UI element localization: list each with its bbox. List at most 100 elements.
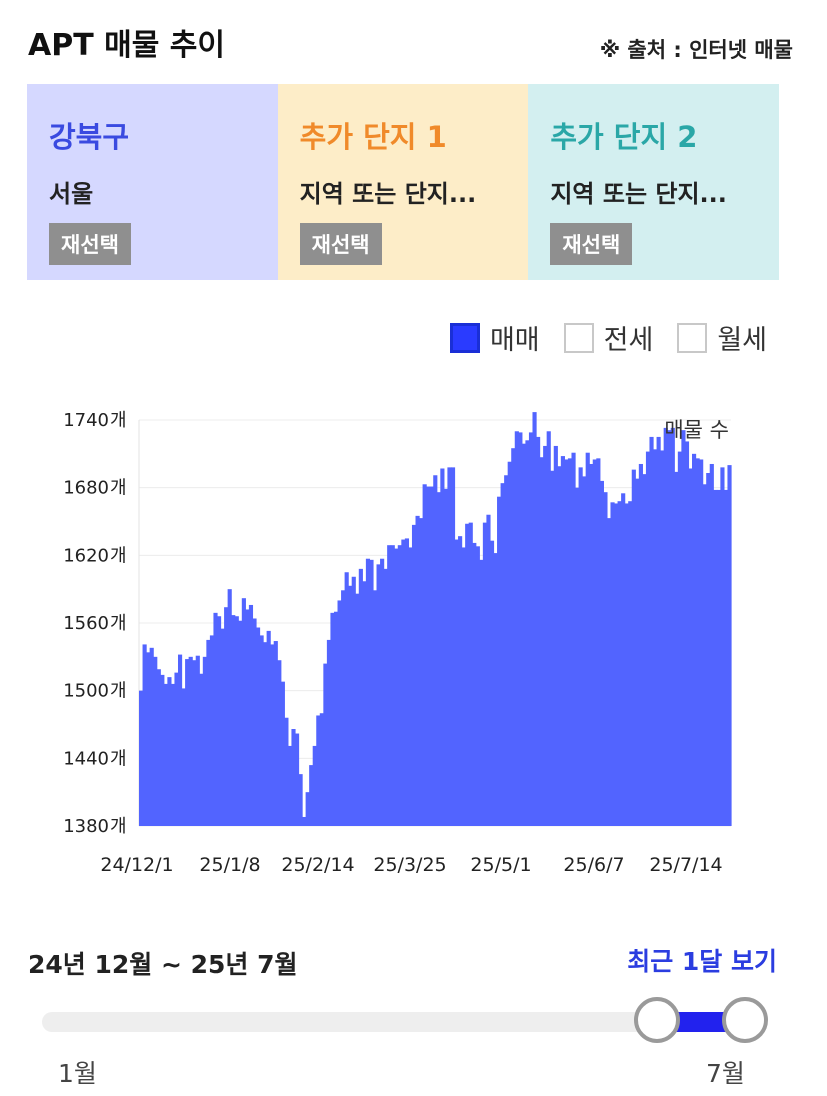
bar <box>642 474 647 826</box>
bar <box>699 459 704 826</box>
slider-min-label: 1월 <box>58 1059 97 1088</box>
reselect-button-extra-1[interactable]: 재선택 <box>299 223 382 265</box>
bar <box>167 677 172 826</box>
bar <box>702 484 707 826</box>
bar <box>397 545 402 826</box>
bar <box>497 496 502 826</box>
bar <box>248 604 254 826</box>
legend-jeonse[interactable]: 전세 <box>563 318 653 357</box>
range-slider-end-handle[interactable] <box>722 997 768 1043</box>
bar <box>653 449 658 826</box>
bar <box>727 465 732 826</box>
bar <box>351 576 356 826</box>
bar <box>450 467 456 826</box>
bar <box>610 502 615 826</box>
bar <box>355 593 360 826</box>
bar <box>617 501 622 826</box>
bar <box>294 733 300 826</box>
bar <box>273 641 278 826</box>
bar <box>458 536 463 826</box>
bar <box>156 669 161 826</box>
bar <box>362 581 367 826</box>
bar <box>199 673 204 826</box>
y-tick-label: 1380 <box>63 816 109 837</box>
bar <box>174 672 179 826</box>
legend-monthly[interactable]: 월세 <box>677 318 767 357</box>
bar <box>670 427 675 826</box>
bar <box>500 483 505 826</box>
card-region-name: 강북구 <box>49 120 130 154</box>
reselect-button-region[interactable]: 재선택 <box>49 223 131 265</box>
recent-month-link[interactable]: 최근 1달 보기 <box>627 947 777 976</box>
reselect-button-extra-2[interactable]: 재선택 <box>550 223 633 265</box>
bar <box>713 489 718 826</box>
bar <box>674 471 679 826</box>
bar <box>681 430 686 826</box>
bar <box>567 458 573 826</box>
bar <box>606 518 612 826</box>
bar <box>255 627 261 826</box>
bar <box>539 457 544 826</box>
bar <box>383 568 388 826</box>
date-range-label: 24년 12월 ~ 25년 7월 <box>28 950 298 979</box>
bar <box>181 688 186 826</box>
slider-max-label: 7월 <box>706 1059 745 1088</box>
bar <box>589 463 594 826</box>
range-slider-track[interactable] <box>42 1012 742 1032</box>
bar <box>365 558 371 826</box>
bar <box>525 440 530 826</box>
bar <box>422 484 427 826</box>
bar <box>621 493 626 826</box>
y-tick-unit: 개 <box>110 816 127 837</box>
bar <box>514 431 519 826</box>
bar <box>202 656 207 826</box>
bar <box>408 547 413 826</box>
y-axis-title: 매물 수 <box>664 418 729 442</box>
bar <box>216 616 222 826</box>
bar <box>692 453 697 826</box>
bar <box>252 618 257 826</box>
legend-sale[interactable]: 매매 <box>449 318 540 357</box>
bar <box>489 540 495 826</box>
bar <box>305 792 310 826</box>
bar <box>227 589 232 826</box>
bar <box>206 639 211 826</box>
bar <box>663 427 668 826</box>
bar <box>468 522 473 826</box>
bar <box>454 539 459 826</box>
bar <box>536 436 541 826</box>
bar <box>234 616 239 826</box>
sale-checkbox[interactable] <box>449 322 480 353</box>
bar <box>319 713 324 826</box>
bar <box>429 486 434 826</box>
bar <box>372 590 378 826</box>
range-slider-start-handle[interactable] <box>634 997 680 1043</box>
bar <box>348 585 353 826</box>
monthly-checkbox[interactable] <box>677 322 708 353</box>
bar <box>404 538 410 826</box>
bar <box>720 467 725 826</box>
bar <box>628 501 633 826</box>
bar <box>419 518 424 826</box>
bar <box>195 655 200 826</box>
bar <box>667 430 672 826</box>
card-extra-2-sub: 지역 또는 단지... <box>550 180 727 208</box>
bar <box>358 568 363 826</box>
card-region: 강북구 서울 재선택 <box>27 84 278 280</box>
y-tick-unit: 개 <box>110 681 127 702</box>
bar <box>401 539 406 826</box>
bar <box>706 473 711 826</box>
bar <box>149 647 154 826</box>
bar <box>153 656 158 826</box>
bar <box>557 466 562 826</box>
y-tick-label: 1620 <box>63 545 109 566</box>
jeonse-checkbox[interactable] <box>563 322 594 353</box>
bar <box>447 467 452 826</box>
comparison-cards: 강북구 서울 재선택 추가 단지 1 지역 또는 단지... 재선택 추가 단지… <box>27 84 780 280</box>
y-tick-unit: 개 <box>110 478 127 499</box>
bar <box>390 545 395 826</box>
bar <box>291 729 296 826</box>
bar <box>231 615 236 826</box>
y-tick-label: 1740 <box>63 410 109 431</box>
trade-type-legend: 매매 전세 월세 <box>449 318 767 357</box>
